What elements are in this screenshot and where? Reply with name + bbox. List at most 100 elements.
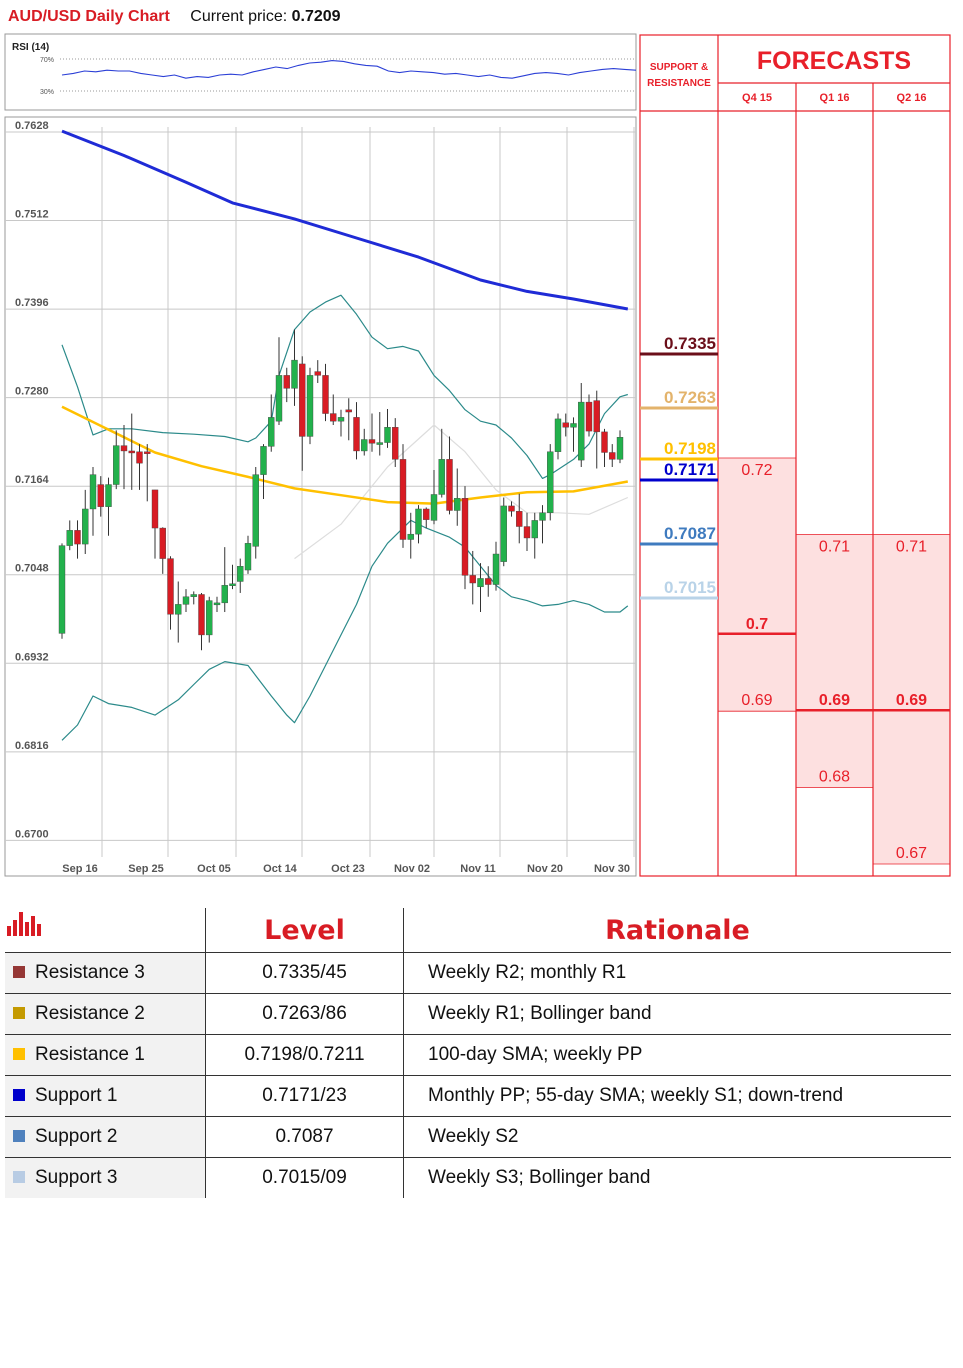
candle-body [136,451,143,464]
current-price: Current price: 0.7209 [190,8,340,25]
color-swatch [13,1048,25,1060]
level-name: Support 1 [35,1085,118,1106]
candle-body [376,442,383,445]
level-value: 0.7171/23 [205,1075,404,1117]
table-row: Support 1 0.7171/23 Monthly PP; 55-day SMA… [5,1075,951,1117]
table-row: Resistance 3 0.7335/45 Weekly R2; monthly … [5,952,951,994]
x-tick-label: Nov 20 [527,863,563,875]
y-tick-label: 0.7280 [15,386,49,398]
y-tick-label: 0.6816 [15,740,49,752]
candle-body [190,594,197,597]
candle-body [469,575,476,584]
level-name: Resistance 2 [35,1003,145,1024]
forecast-high-value: 0.71 [819,538,850,555]
candle-body [306,375,314,437]
candle-body [531,520,538,539]
bar-chart-icon [7,912,41,936]
level-name-cell: Resistance 1 [5,1034,206,1076]
bollinger-lower-line [61,519,629,741]
candle-body [353,417,360,452]
level-rationale: Weekly R1; Bollinger band [403,993,951,1035]
candle-body [547,451,554,513]
candle-body [562,422,569,428]
candle-body [89,474,97,510]
candle-body [322,375,329,414]
candle-body [66,530,73,546]
candle-body [485,578,492,585]
forecast-low-value: 0.69 [741,692,772,709]
candle-body [461,498,469,576]
forecast-mid-value: 0.69 [896,692,927,709]
candle-body [229,583,236,586]
forecast-low-value: 0.68 [819,769,850,786]
candle-body [330,413,337,422]
forecast-quarter-label: Q4 15 [742,92,772,104]
level-header: Level [205,908,404,953]
candle-body [523,526,531,539]
level-name-cell: Support 2 [5,1116,206,1158]
candle-body [516,511,523,527]
candle-body [213,602,221,606]
sr-level-label: 0.7087 [664,524,716,543]
forecast-quarter-label: Q1 16 [820,92,850,104]
table-row: Support 3 0.7015/09 Weekly S3; Bollinger b… [5,1157,951,1198]
x-tick-label: Oct 14 [263,863,298,875]
sma-light-line [294,424,629,560]
y-tick-label: 0.7048 [15,563,49,575]
level-name-cell: Resistance 2 [5,993,206,1035]
candle-body [151,489,159,529]
candle-body [407,533,414,540]
forecasts-title: FORECASTS [757,47,911,75]
levels-table: Level Rationale Resistance 3 0.7335/45 Wee… [5,908,951,1198]
candle-body [430,494,438,521]
forecast-mid-value: 0.7 [746,616,768,633]
candle-body [399,459,407,540]
candle-body [554,418,562,452]
candle-body [105,484,112,507]
sr-level-label: 0.7015 [664,578,716,597]
x-tick-label: Sep 25 [128,863,163,875]
candle-body [299,363,306,437]
forecast-high-value: 0.71 [896,538,927,555]
candle-body [237,566,244,582]
candle-body [144,451,151,454]
rationale-header: Rationale [403,908,951,953]
candle-body [314,371,321,376]
sr-level-label: 0.7335 [664,334,716,353]
price-chart: 0.7628 0.7512 0.7396 0.7280 0.7164 0.7048 0.69… [4,33,951,877]
candle-body [616,437,624,460]
table-row: Resistance 1 0.7198/0.7211 100-day SMA; we… [5,1034,951,1076]
y-tick-label: 0.7396 [15,297,49,309]
sr-level-label: 0.7198 [664,439,716,458]
candle-body [500,505,507,562]
rsi-line [61,60,637,79]
sma200-line [61,129,629,311]
forecast-high-value: 0.72 [741,462,772,479]
sr-level-label: 0.7263 [664,388,716,407]
rsi-30-label: 30% [40,89,54,96]
table-row: Support 2 0.7087 Weekly S2 [5,1116,951,1158]
candle-body [601,431,608,453]
level-value: 0.7015/09 [205,1157,404,1198]
level-name: Resistance 3 [35,962,145,983]
level-name-cell: Support 3 [5,1157,206,1198]
candle-body [182,596,190,605]
candle-body [593,400,600,433]
chart-title: AUD/USD Daily Chart Current price: 0.720… [8,8,341,26]
candle-body [539,512,546,521]
forecast-range [718,458,796,712]
candle-body [268,417,275,447]
candle-body [492,553,500,585]
level-rationale: Weekly R2; monthly R1 [403,952,951,994]
x-tick-label: Oct 05 [197,863,231,875]
bar-chart-icon-cell [5,908,206,953]
forecast-range [873,534,950,864]
candle-body [283,375,290,389]
color-swatch [13,966,25,978]
levels-table-header: Level Rationale [5,908,951,953]
sr-header-line2: RESISTANCE [647,78,711,89]
level-name: Support 3 [35,1167,118,1188]
candle-body [275,375,283,422]
candle-body [82,508,89,545]
x-tick-label: Nov 30 [594,863,630,875]
